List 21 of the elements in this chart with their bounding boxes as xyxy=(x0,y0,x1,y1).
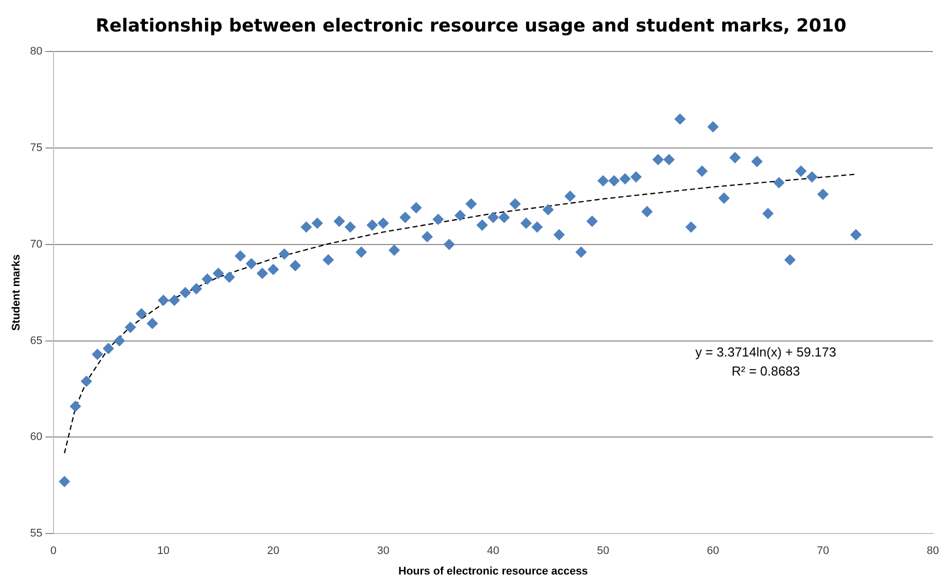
y-tick-label: 65 xyxy=(30,334,42,347)
x-tick-label: 40 xyxy=(487,545,500,558)
x-tick-label: 50 xyxy=(596,545,610,558)
x-tick-label: 80 xyxy=(926,545,940,558)
x-tick-label: 0 xyxy=(50,545,56,558)
y-tick-label: 55 xyxy=(30,528,42,540)
y-axis-title: Student marks xyxy=(10,254,23,331)
x-tick-label: 10 xyxy=(157,545,170,558)
chart-title: Relationship between electronic resource usage and student marks, 2010 xyxy=(96,15,846,36)
y-tick-label: 80 xyxy=(30,46,42,58)
line-series xyxy=(64,174,857,454)
x-axis-title: Hours of electronic resource access xyxy=(398,565,588,578)
x-tick-label: 70 xyxy=(816,545,830,558)
annotation: R² = 0.8683 xyxy=(732,363,800,378)
annotation: y = 3.3714ln(x) + 59.173 xyxy=(695,344,836,360)
x-tick-label: 60 xyxy=(706,545,720,558)
y-tick-label: 60 xyxy=(30,431,42,444)
x-tick-label: 30 xyxy=(377,545,390,558)
x-tick-label: 20 xyxy=(267,545,280,558)
y-tick-label: 70 xyxy=(30,238,42,250)
y-tick-label: 75 xyxy=(30,142,42,154)
